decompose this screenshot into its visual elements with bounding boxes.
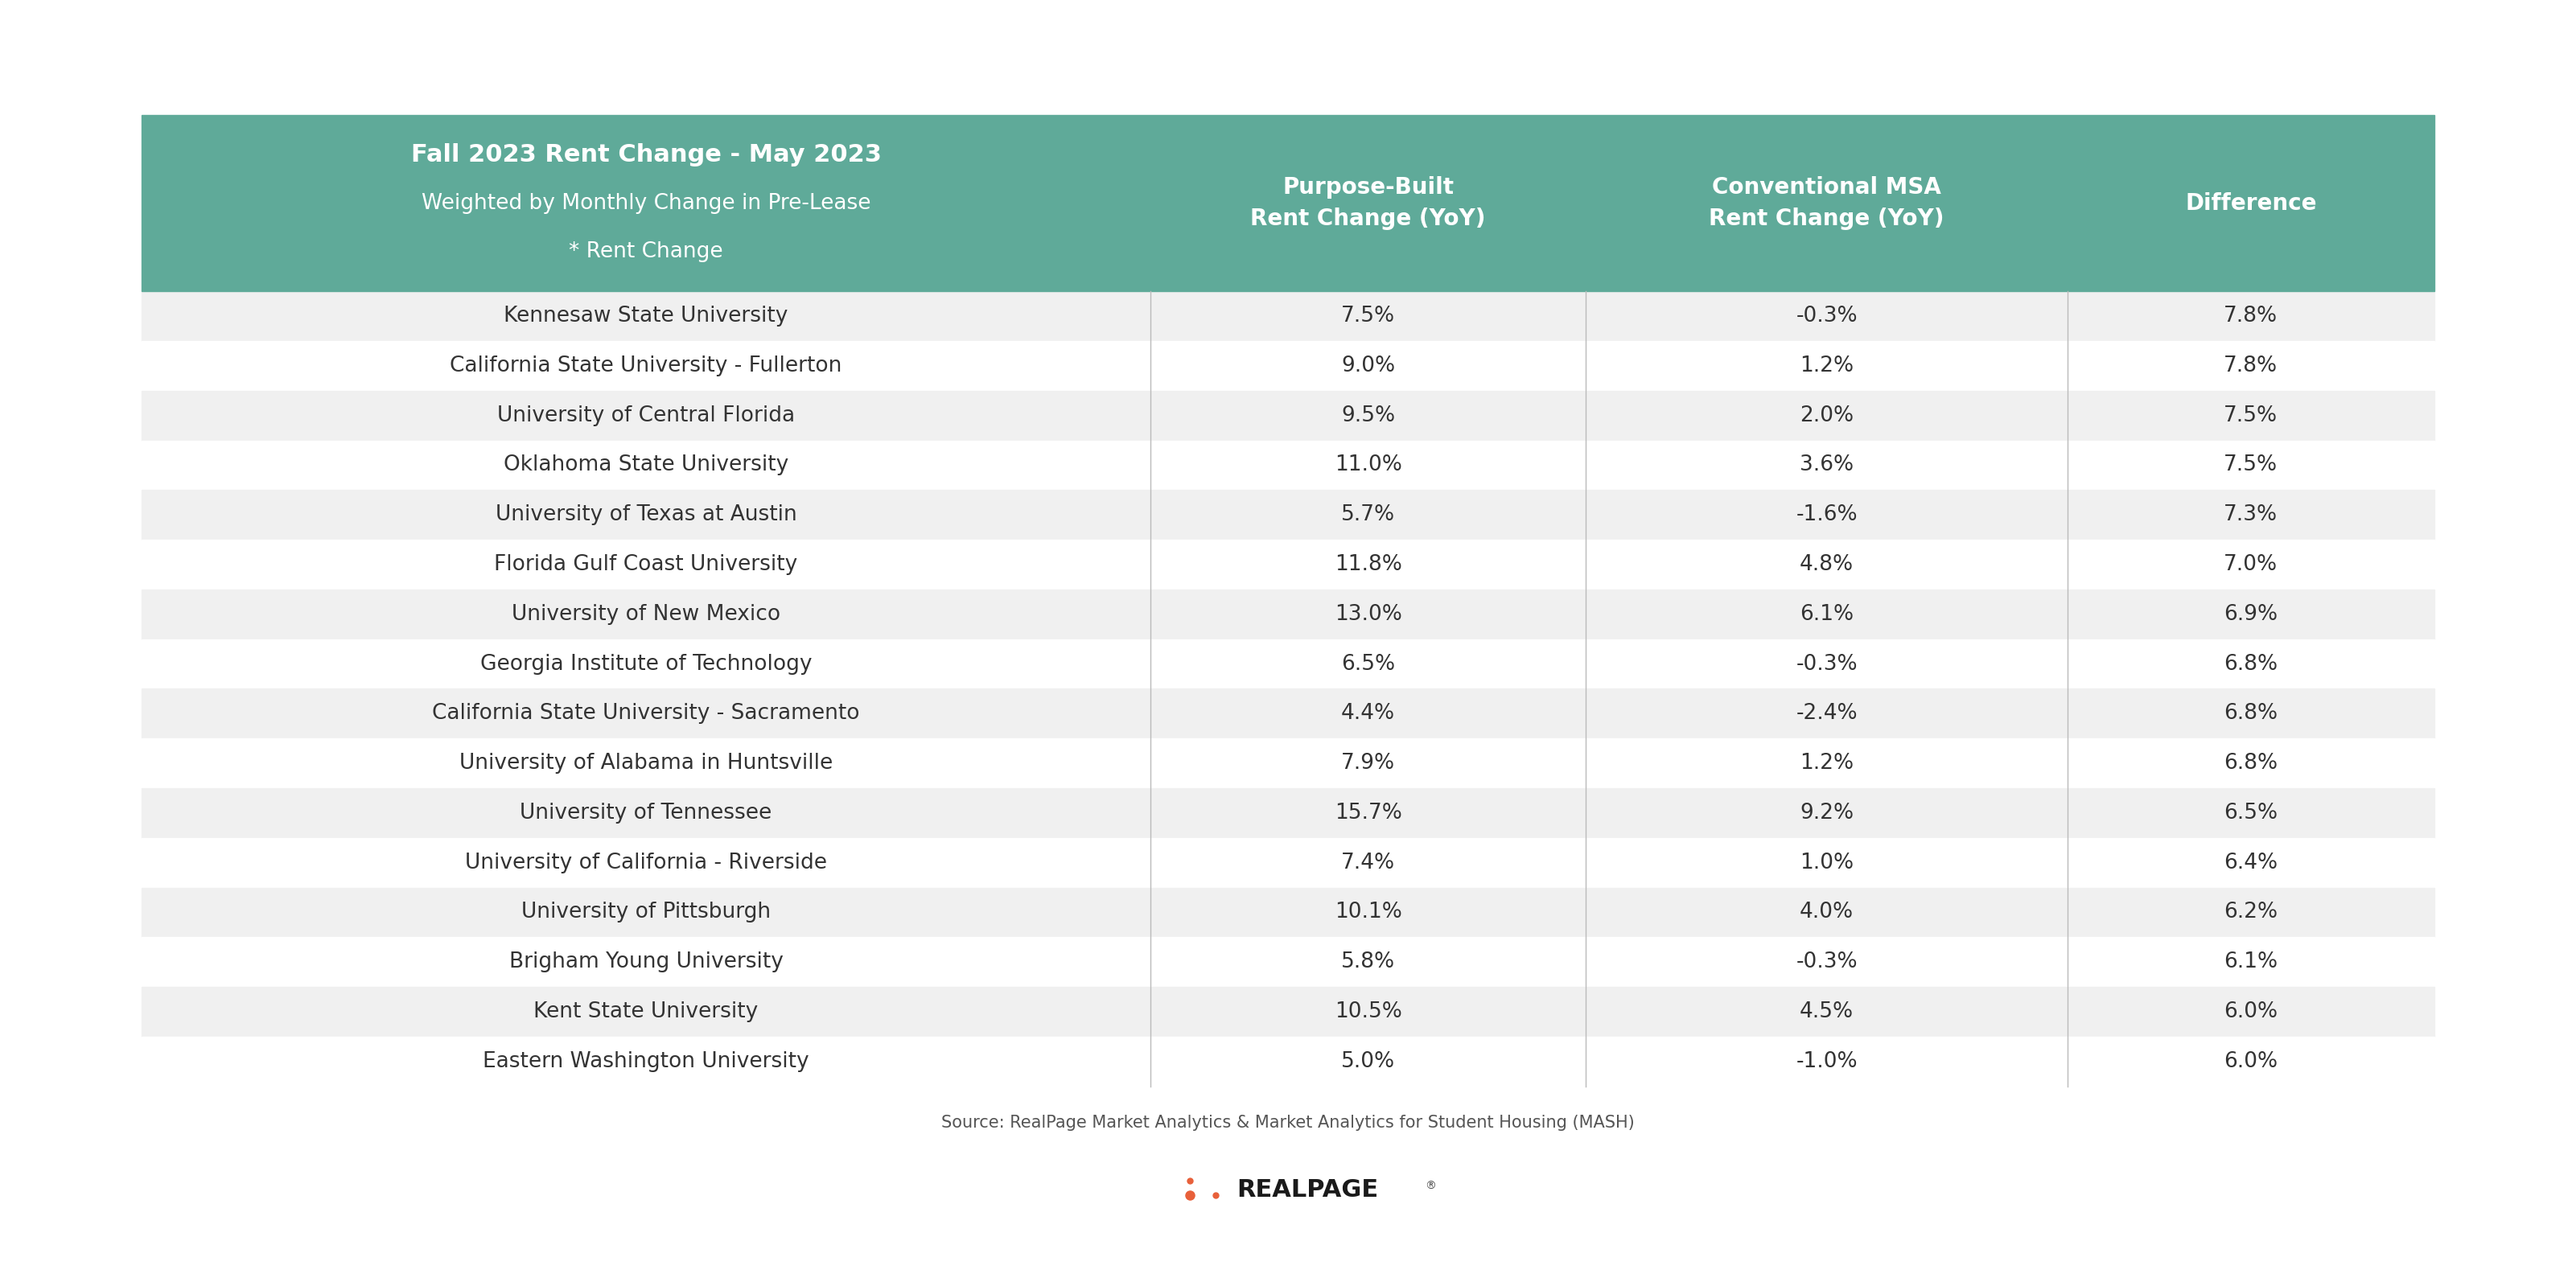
- Text: Kennesaw State University: Kennesaw State University: [505, 305, 788, 327]
- Bar: [142, 1036, 2434, 1086]
- Text: 9.0%: 9.0%: [1342, 355, 1396, 376]
- Text: Weighted by Monthly Change in Pre-Lease: Weighted by Monthly Change in Pre-Lease: [422, 193, 871, 213]
- Text: -0.3%: -0.3%: [1795, 653, 1857, 675]
- Text: Fall 2023 Rent Change - May 2023: Fall 2023 Rent Change - May 2023: [410, 143, 881, 166]
- Text: 4.4%: 4.4%: [1342, 703, 1396, 725]
- Text: 11.8%: 11.8%: [1334, 555, 1401, 575]
- Text: 11.0%: 11.0%: [1334, 455, 1401, 475]
- Text: University of Pittsburgh: University of Pittsburgh: [520, 902, 770, 923]
- Text: 6.0%: 6.0%: [2223, 1002, 2277, 1022]
- Bar: [142, 589, 2434, 639]
- Text: 4.5%: 4.5%: [1801, 1002, 1855, 1022]
- Text: 6.1%: 6.1%: [2223, 952, 2277, 973]
- Text: Florida Gulf Coast University: Florida Gulf Coast University: [495, 555, 799, 575]
- Text: 5.7%: 5.7%: [1342, 505, 1396, 525]
- Text: 6.8%: 6.8%: [2223, 703, 2277, 725]
- Text: 7.5%: 7.5%: [2223, 455, 2277, 475]
- Text: Source: RealPage Market Analytics & Market Analytics for Student Housing (MASH): Source: RealPage Market Analytics & Mark…: [940, 1114, 1636, 1131]
- Text: 7.3%: 7.3%: [2223, 505, 2277, 525]
- Text: 4.0%: 4.0%: [1801, 902, 1855, 923]
- Text: 9.2%: 9.2%: [1801, 803, 1855, 823]
- Text: REALPAGE: REALPAGE: [1236, 1178, 1378, 1201]
- Text: 1.2%: 1.2%: [1801, 753, 1855, 773]
- Text: California State University - Sacramento: California State University - Sacramento: [433, 703, 860, 725]
- Text: 6.8%: 6.8%: [2223, 753, 2277, 773]
- Text: 6.4%: 6.4%: [2223, 852, 2277, 873]
- Text: 5.8%: 5.8%: [1342, 952, 1396, 973]
- Text: Georgia Institute of Technology: Georgia Institute of Technology: [479, 653, 811, 675]
- Text: 13.0%: 13.0%: [1334, 603, 1401, 625]
- Text: Purpose-Built
Rent Change (YoY): Purpose-Built Rent Change (YoY): [1249, 176, 1486, 230]
- Text: University of Alabama in Huntsville: University of Alabama in Huntsville: [459, 753, 832, 773]
- Text: 3.6%: 3.6%: [1801, 455, 1855, 475]
- Text: 7.5%: 7.5%: [2223, 405, 2277, 426]
- Text: 5.0%: 5.0%: [1342, 1051, 1396, 1072]
- Text: 6.2%: 6.2%: [2223, 902, 2277, 923]
- Text: -0.3%: -0.3%: [1795, 952, 1857, 973]
- Text: 2.0%: 2.0%: [1801, 405, 1855, 426]
- Text: 7.4%: 7.4%: [1342, 852, 1396, 873]
- Bar: [142, 739, 2434, 789]
- Text: 15.7%: 15.7%: [1334, 803, 1401, 823]
- Text: ®: ®: [1425, 1181, 1435, 1191]
- Text: California State University - Fullerton: California State University - Fullerton: [451, 355, 842, 376]
- Text: University of Central Florida: University of Central Florida: [497, 405, 796, 426]
- Bar: [142, 937, 2434, 987]
- Text: 6.5%: 6.5%: [2223, 803, 2277, 823]
- Bar: [142, 689, 2434, 739]
- Text: -1.0%: -1.0%: [1795, 1051, 1857, 1072]
- Text: 10.5%: 10.5%: [1334, 1002, 1401, 1022]
- Text: Conventional MSA
Rent Change (YoY): Conventional MSA Rent Change (YoY): [1708, 176, 1945, 230]
- Bar: [142, 838, 2434, 887]
- Text: -2.4%: -2.4%: [1795, 703, 1857, 725]
- Bar: [142, 391, 2434, 441]
- Text: 9.5%: 9.5%: [1342, 405, 1396, 426]
- Text: Eastern Washington University: Eastern Washington University: [482, 1051, 809, 1072]
- Text: Oklahoma State University: Oklahoma State University: [502, 455, 788, 475]
- Text: 1.2%: 1.2%: [1801, 355, 1855, 376]
- Bar: [142, 341, 2434, 391]
- Text: 7.8%: 7.8%: [2223, 305, 2277, 327]
- Text: -1.6%: -1.6%: [1795, 505, 1857, 525]
- Text: Brigham Young University: Brigham Young University: [510, 952, 783, 973]
- Bar: [142, 539, 2434, 589]
- Bar: [142, 489, 2434, 539]
- Text: 6.0%: 6.0%: [2223, 1051, 2277, 1072]
- Text: 4.8%: 4.8%: [1801, 555, 1855, 575]
- Text: 1.0%: 1.0%: [1801, 852, 1855, 873]
- Text: * Rent Change: * Rent Change: [569, 242, 724, 262]
- Text: 7.8%: 7.8%: [2223, 355, 2277, 376]
- Text: 7.0%: 7.0%: [2223, 555, 2277, 575]
- Text: University of Tennessee: University of Tennessee: [520, 803, 773, 823]
- Text: Difference: Difference: [2184, 192, 2316, 215]
- Text: 10.1%: 10.1%: [1334, 902, 1401, 923]
- Bar: [142, 639, 2434, 689]
- Bar: [142, 441, 2434, 489]
- Bar: [142, 887, 2434, 937]
- Text: University of Texas at Austin: University of Texas at Austin: [495, 505, 796, 525]
- Bar: [142, 987, 2434, 1036]
- Bar: [142, 789, 2434, 838]
- Bar: [142, 291, 2434, 341]
- Text: Kent State University: Kent State University: [533, 1002, 757, 1022]
- Text: 6.8%: 6.8%: [2223, 653, 2277, 675]
- Text: 7.9%: 7.9%: [1342, 753, 1396, 773]
- Text: -0.3%: -0.3%: [1795, 305, 1857, 327]
- Text: 6.1%: 6.1%: [1801, 603, 1855, 625]
- Bar: [142, 115, 2434, 291]
- Text: 7.5%: 7.5%: [1342, 305, 1396, 327]
- Text: 6.9%: 6.9%: [2223, 603, 2277, 625]
- Text: University of New Mexico: University of New Mexico: [513, 603, 781, 625]
- Text: 6.5%: 6.5%: [1342, 653, 1396, 675]
- Text: University of California - Riverside: University of California - Riverside: [466, 852, 827, 873]
